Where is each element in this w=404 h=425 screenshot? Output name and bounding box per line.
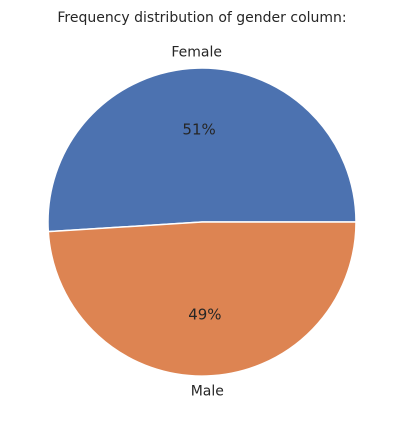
pie-slice-male	[47, 221, 357, 377]
slice-label-female: Female	[171, 45, 222, 61]
pie-slices	[47, 67, 357, 377]
pie-labels: Female 51% Male 49%	[171, 45, 224, 400]
slice-label-male: Male	[191, 383, 224, 399]
chart-title: Frequency distribution of gender column:	[57, 10, 346, 26]
pie-slice-female	[47, 67, 357, 233]
slice-percent-male: 49%	[188, 305, 221, 323]
slice-percent-female: 51%	[182, 121, 215, 139]
